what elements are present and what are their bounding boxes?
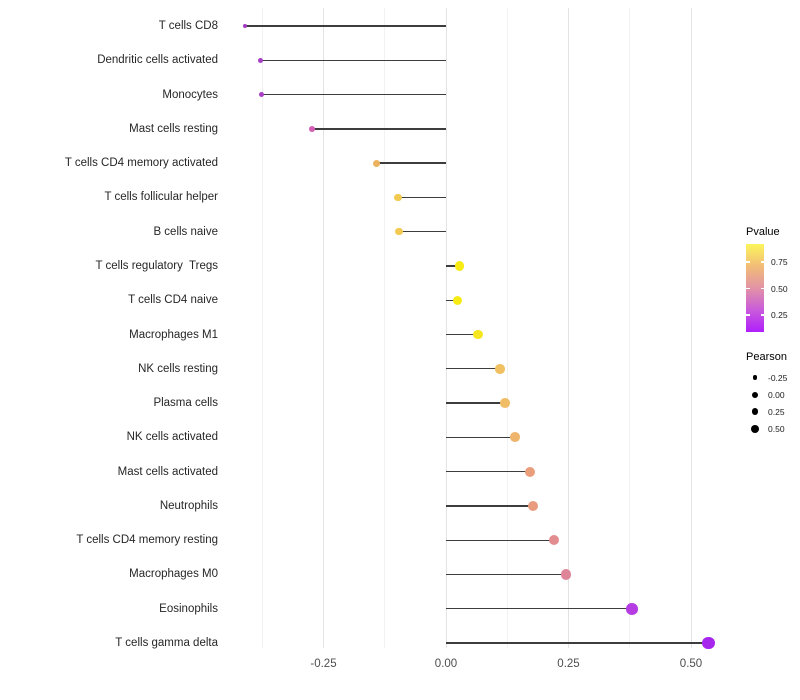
lollipop-stick	[397, 196, 446, 199]
pearson-size-dot	[752, 391, 758, 398]
pearson-legend-item: -0.25	[746, 369, 787, 386]
y-axis-label: Monocytes	[162, 88, 218, 101]
lollipop-stick	[446, 642, 709, 644]
y-axis-label: Mast cells activated	[117, 465, 218, 478]
lollipop-dot	[452, 295, 462, 305]
pearson-legend-item: 0.25	[746, 403, 787, 420]
pvalue-legend-title: Pvalue	[746, 226, 780, 238]
y-axis-label: T cells gamma delta	[115, 637, 218, 650]
lollipop-stick	[446, 265, 460, 267]
y-axis-label: T cells regulatory Tregs	[95, 259, 218, 272]
x-tick-label: 0.00	[434, 658, 458, 670]
lollipop-dot	[548, 535, 559, 546]
y-axis-label: Macrophages M1	[129, 328, 218, 341]
colorbar-tick	[746, 314, 750, 316]
gridline	[629, 8, 631, 648]
gridline	[261, 8, 263, 648]
pvalue-legend: Pvalue 0.75 0.50 0.25	[746, 226, 788, 336]
x-tick-label: -0.25	[310, 658, 337, 670]
pearson-size-label: 0.50	[768, 423, 785, 434]
colorbar-tick	[760, 288, 764, 290]
lollipop-dot	[259, 91, 265, 98]
lollipop-dot	[395, 228, 403, 236]
pvalue-colorbar	[746, 244, 764, 332]
pearson-legend-item: 0.50	[746, 420, 787, 437]
pearson-size-dot	[751, 424, 759, 433]
lollipop-stick	[446, 402, 505, 404]
gridline	[690, 8, 692, 648]
colorbar-tick	[746, 288, 750, 290]
lollipop-stick	[245, 25, 446, 27]
lollipop-stick	[312, 128, 446, 130]
lollipop-stick	[446, 470, 530, 473]
y-axis-label: NK cells resting	[138, 362, 218, 375]
pearson-size-label: 0.00	[768, 389, 785, 400]
gridline	[568, 8, 569, 648]
lollipop-stick	[446, 608, 633, 610]
lollipop-dot	[258, 57, 264, 63]
lollipop-stick	[261, 93, 446, 96]
colorbar-tick-label: 0.25	[771, 310, 788, 321]
lollipop-stick	[260, 59, 446, 61]
colorbar-tick-label: 0.50	[771, 283, 788, 294]
colorbar-tick	[746, 261, 750, 263]
lollipop-stick	[446, 299, 458, 301]
pearson-legend: Pearson -0.25 0.00 0.25 0.50	[746, 351, 787, 437]
x-tick-label: 0.25	[557, 658, 580, 670]
lollipop-stick	[446, 505, 534, 507]
pearson-size-dot	[752, 375, 758, 380]
gridline	[323, 8, 324, 648]
lollipop-stick	[446, 368, 500, 370]
lollipop-stick	[446, 436, 516, 439]
y-axis-label: Neutrophils	[159, 499, 218, 512]
y-axis-label: T cells CD8	[158, 20, 218, 32]
y-axis-label: Plasma cells	[153, 397, 218, 410]
gridline	[384, 8, 386, 648]
lollipop-dot	[309, 125, 316, 132]
lollipop-dot	[626, 602, 638, 615]
gridline	[445, 8, 447, 648]
y-axis-label: NK cells activated	[126, 431, 218, 444]
lollipop-dot	[701, 636, 715, 650]
colorbar-tick	[760, 261, 764, 263]
lollipop-dot	[560, 569, 572, 580]
lollipop-stick	[398, 230, 446, 233]
y-axis-label: T cells CD4 memory resting	[76, 534, 218, 547]
y-axis-label: T cells follicular helper	[104, 191, 218, 204]
y-axis-label: Eosinophils	[159, 602, 218, 615]
lollipop-dot	[528, 500, 539, 511]
lollipop-dot	[373, 159, 381, 167]
lollipop-stick	[446, 333, 478, 336]
pearson-size-dot	[751, 408, 759, 415]
colorbar-tick	[760, 314, 764, 316]
x-tick-label: 0.50	[679, 658, 703, 670]
y-axis-label: T cells CD4 naive	[128, 294, 218, 307]
lollipop-stick	[446, 573, 567, 576]
lollipop-dot	[473, 329, 483, 340]
lollipop-dot	[454, 261, 464, 271]
lollipop-dot	[510, 432, 520, 443]
gridline	[506, 8, 508, 648]
colorbar-tick-label: 0.75	[771, 257, 788, 268]
pearson-size-label: -0.25	[768, 372, 788, 383]
lollipop-stick	[446, 539, 554, 541]
y-axis-label: Dendritic cells activated	[97, 54, 218, 67]
pearson-legend-title: Pearson	[746, 351, 787, 363]
pearson-legend-item: 0.00	[746, 386, 787, 403]
lollipop-stick	[376, 162, 446, 164]
lollipop-dot	[243, 24, 248, 28]
y-axis-label: Macrophages M0	[129, 568, 218, 581]
lollipop-dot	[524, 466, 535, 477]
y-axis-label: T cells CD4 memory activated	[64, 157, 218, 170]
pearson-size-label: 0.25	[768, 406, 785, 417]
lollipop-dot	[394, 193, 402, 201]
y-axis-label: B cells naive	[153, 225, 218, 238]
lollipop-dot	[495, 364, 505, 374]
lollipop-dot	[499, 398, 510, 408]
y-axis-label: Mast cells resting	[129, 122, 218, 135]
